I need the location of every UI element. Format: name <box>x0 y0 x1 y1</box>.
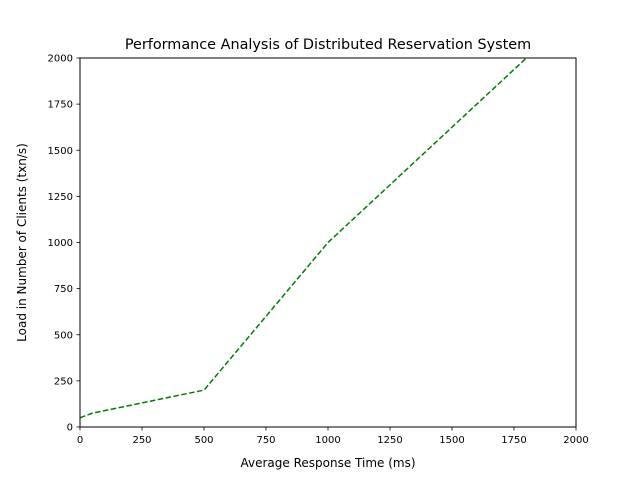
x-tick-label: 2000 <box>563 435 588 446</box>
x-tick-label: 250 <box>132 435 151 446</box>
y-tick-label: 1500 <box>48 146 73 157</box>
y-tick-label: 1750 <box>48 100 73 111</box>
series-layer <box>80 58 527 419</box>
y-tick-label: 1250 <box>48 192 73 203</box>
x-axis: 0 250 500 750 1000 1250 1500 1750 2000 <box>77 427 589 446</box>
x-tick-label: 500 <box>194 435 213 446</box>
x-tick-label: 1500 <box>439 435 464 446</box>
y-tick-label: 2000 <box>48 54 73 65</box>
x-tick-label: 750 <box>256 435 275 446</box>
x-tick-label: 1750 <box>501 435 526 446</box>
chart-title: Performance Analysis of Distributed Rese… <box>125 37 531 53</box>
y-tick-label: 0 <box>67 423 73 434</box>
y-tick-label: 500 <box>54 330 73 341</box>
x-axis-label: Average Response Time (ms) <box>240 456 415 470</box>
series-line <box>80 58 527 419</box>
y-axis-label: Load in Number of Clients (txn/s) <box>15 143 29 342</box>
y-tick-label: 250 <box>54 376 73 387</box>
y-tick-label: 750 <box>54 284 73 295</box>
x-tick-label: 1000 <box>315 435 340 446</box>
y-axis: 0 250 500 750 1000 1250 1500 1750 2000 <box>48 54 80 434</box>
x-tick-label: 1250 <box>377 435 402 446</box>
x-tick-label: 0 <box>77 435 83 446</box>
y-tick-label: 1000 <box>48 238 73 249</box>
